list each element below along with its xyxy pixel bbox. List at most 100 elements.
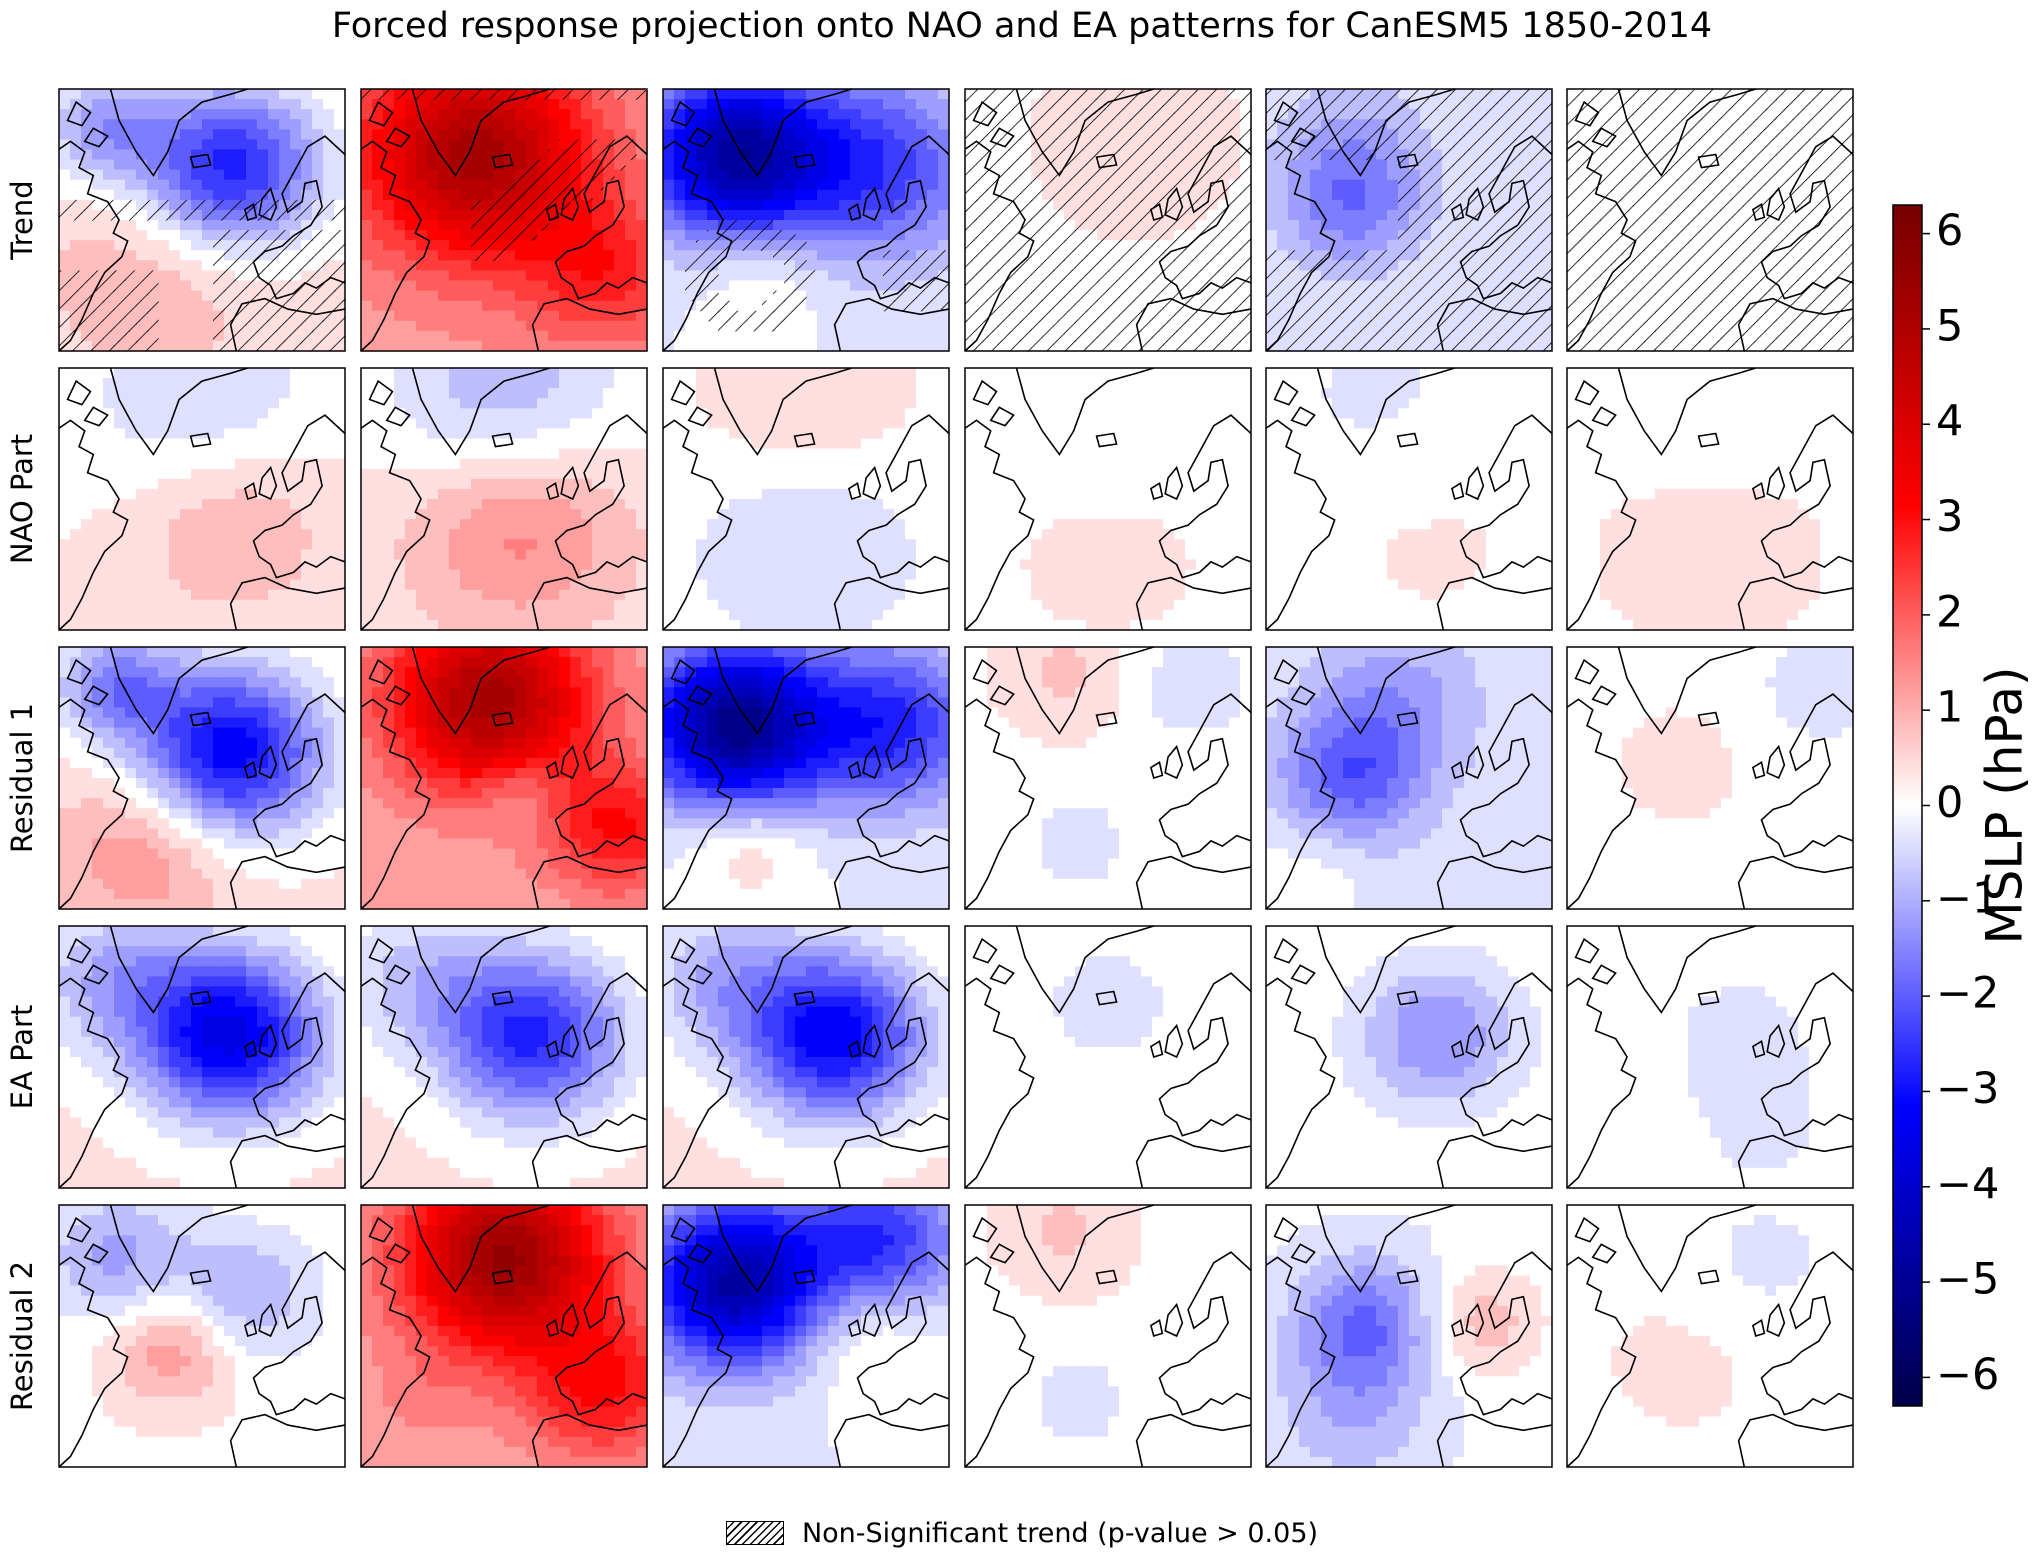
hatch-cell xyxy=(169,210,181,221)
contour-cell xyxy=(603,250,615,261)
hatch-cell xyxy=(235,270,247,281)
contour-cell xyxy=(70,220,82,231)
hatch-cell xyxy=(114,200,126,211)
hatch-cell xyxy=(103,331,115,342)
contour-cell xyxy=(191,190,203,201)
contour-cell xyxy=(323,160,335,171)
contour-cell xyxy=(125,250,137,261)
contour-cell xyxy=(625,200,637,211)
contour-cell xyxy=(125,190,137,201)
hatch-cell xyxy=(312,270,324,281)
contour-cell xyxy=(312,190,324,201)
contour-cell xyxy=(614,170,626,181)
contour-cell xyxy=(169,331,181,342)
contour-cell xyxy=(636,250,648,261)
contour-cell xyxy=(158,89,170,100)
contour-cell xyxy=(301,119,313,130)
hatch-cell xyxy=(334,321,346,332)
contour-cell xyxy=(279,89,291,100)
hatch-cell xyxy=(290,210,302,221)
contour-cell xyxy=(81,260,93,271)
contour-cell xyxy=(471,109,483,120)
contour-cell xyxy=(471,280,483,291)
contour-cell xyxy=(191,270,203,281)
hatch-cell xyxy=(125,200,137,211)
contour-cell xyxy=(114,160,126,171)
contour-cell xyxy=(438,270,450,281)
contour-cell xyxy=(235,129,247,140)
contour-cell xyxy=(394,220,406,231)
contour-cell xyxy=(460,260,472,271)
contour-cell xyxy=(449,149,461,160)
contour-cell xyxy=(515,149,527,160)
contour-cell xyxy=(59,220,71,231)
hatch-cell xyxy=(213,280,225,291)
contour-cell xyxy=(213,160,225,171)
hatch-cell xyxy=(224,291,236,302)
contour-cell xyxy=(603,109,615,120)
contour-cell xyxy=(246,119,258,130)
hatch-cell xyxy=(279,250,291,261)
contour-cell xyxy=(383,220,395,231)
hatch-cell xyxy=(81,341,93,352)
contour-cell xyxy=(504,280,516,291)
contour-cell xyxy=(636,180,648,191)
contour-cell xyxy=(493,170,505,181)
contour-cell xyxy=(471,170,483,181)
hatch-cell xyxy=(246,321,258,332)
contour-cell xyxy=(323,99,335,110)
contour-cell xyxy=(570,129,582,140)
contour-cell xyxy=(235,190,247,201)
contour-cell xyxy=(427,230,439,241)
hatch-cell xyxy=(301,250,313,261)
contour-cell xyxy=(515,109,527,120)
contour-cell xyxy=(202,129,214,140)
contour-cell xyxy=(92,180,104,191)
contour-cell xyxy=(383,270,395,281)
contour-cell xyxy=(581,119,593,130)
contour-cell xyxy=(268,220,280,231)
contour-cell xyxy=(581,109,593,120)
hatch-cell xyxy=(224,250,236,261)
hatch-cell xyxy=(136,280,148,291)
contour-cell xyxy=(169,109,181,120)
contour-cell xyxy=(427,190,439,201)
contour-cell xyxy=(70,240,82,251)
contour-cell xyxy=(202,260,214,271)
contour-cell xyxy=(438,170,450,181)
contour-cell xyxy=(235,180,247,191)
hatch-cell xyxy=(213,200,225,211)
hatch-cell xyxy=(213,331,225,342)
contour-cell xyxy=(158,280,170,291)
contour-cell xyxy=(504,270,516,281)
contour-cell xyxy=(202,180,214,191)
contour-cell xyxy=(449,139,461,150)
contour-cell xyxy=(213,119,225,130)
contour-cell xyxy=(427,210,439,221)
contour-cell xyxy=(405,170,417,181)
contour-cell xyxy=(136,190,148,201)
contour-cell xyxy=(180,89,192,100)
contour-cell xyxy=(301,109,313,120)
contour-cell xyxy=(213,170,225,181)
contour-cell xyxy=(625,210,637,221)
contour-cell xyxy=(383,160,395,171)
contour-cell xyxy=(405,280,417,291)
hatch-cell xyxy=(125,280,137,291)
contour-cell xyxy=(136,129,148,140)
contour-cell xyxy=(372,190,384,201)
contour-cell xyxy=(290,149,302,160)
hatch-cell xyxy=(246,270,258,281)
contour-cell xyxy=(372,260,384,271)
hatch-cell xyxy=(202,200,214,211)
hatch-cell xyxy=(312,301,324,312)
contour-cell xyxy=(603,230,615,241)
contour-cell xyxy=(504,109,516,120)
contour-cell xyxy=(405,180,417,191)
contour-cell xyxy=(548,230,560,241)
contour-cell xyxy=(279,220,291,231)
contour-cell xyxy=(515,240,527,251)
hatch-cell xyxy=(235,230,247,241)
contour-cell xyxy=(526,99,538,110)
hatch-cell xyxy=(59,331,71,342)
